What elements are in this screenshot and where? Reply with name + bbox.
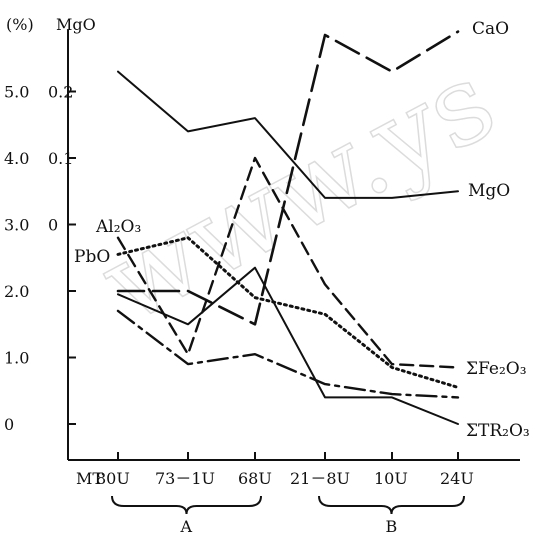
- group-label: A: [180, 517, 193, 536]
- series-line: [116, 30, 460, 326]
- y-units-label: (%): [6, 15, 34, 34]
- series-lines: [116, 30, 460, 425]
- series-line: [116, 236, 460, 389]
- x-tick-label: 80U: [96, 469, 130, 488]
- y-tick-label: 4.0: [4, 149, 29, 168]
- x-tick-label: 73－1U: [155, 469, 215, 488]
- y2-axis-label: MgO: [56, 15, 96, 34]
- y-tick-label: 3.0: [4, 216, 29, 235]
- x-tick-label: 10U: [374, 469, 408, 488]
- series-label: ΣFe₂O₃: [466, 359, 527, 379]
- x-tick-label: 24U: [440, 469, 474, 488]
- series-label: Al₂O₃: [95, 217, 141, 237]
- y-tick-label: 1.0: [4, 349, 29, 368]
- series-label: MgO: [468, 181, 510, 201]
- x-tick-label: 68U: [238, 469, 272, 488]
- x-tick-label: MT: [76, 469, 103, 488]
- group-bracket: [318, 495, 465, 515]
- y2-tick-label: 0: [48, 216, 58, 235]
- y2-tick-label: 0.2: [48, 83, 73, 102]
- series-line: [116, 156, 460, 369]
- y-ticks: 5.0 4.0 3.0 2.0 1.0 0: [4, 83, 76, 434]
- y2-tick-label: 0.1: [48, 149, 73, 168]
- y-tick-label: 2.0: [4, 282, 29, 301]
- series-line: [117, 266, 459, 425]
- series-line: [117, 70, 459, 199]
- series-label: CaO: [472, 19, 509, 39]
- group-bracket: [111, 495, 262, 515]
- series-labels: CaO MgO Al₂O₃ PbO ΣFe₂O₃ ΣTR₂O₃: [74, 19, 530, 441]
- series-label: PbO: [74, 247, 110, 267]
- y-tick-label: 0: [4, 415, 14, 434]
- series-line: [116, 309, 460, 399]
- group-label: B: [386, 517, 398, 536]
- series-label: ΣTR₂O₃: [466, 421, 530, 441]
- y-tick-label: 5.0: [4, 83, 29, 102]
- axes: [67, 30, 520, 461]
- y2-ticks: 0.2 0.1 0: [48, 83, 73, 235]
- x-tick-label: 21－8U: [290, 469, 350, 488]
